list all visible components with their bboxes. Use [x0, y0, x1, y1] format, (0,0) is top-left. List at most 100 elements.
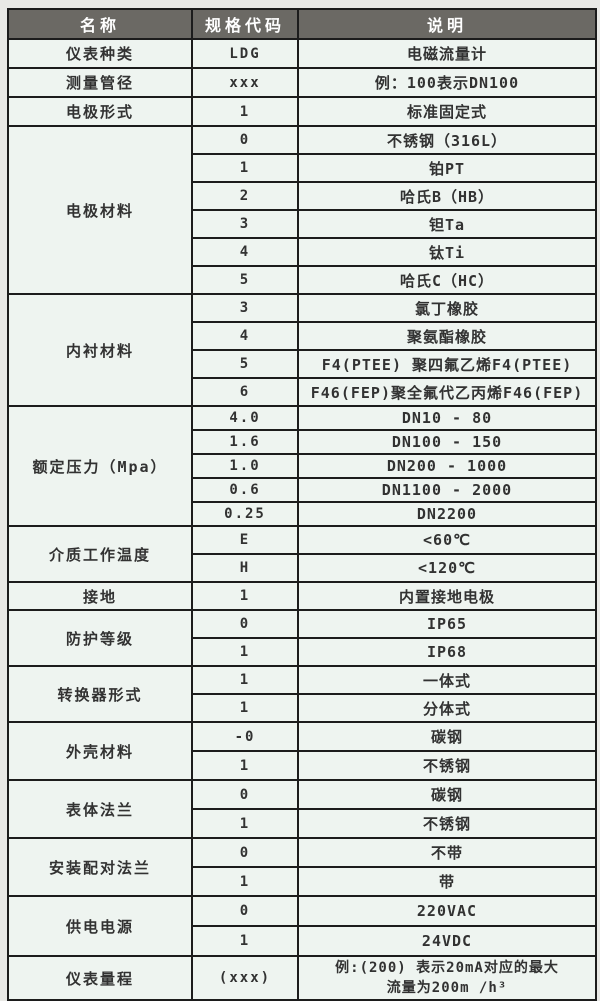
spec-code-cell: 3: [191, 209, 299, 239]
table-row: 测量管径 xxx 例：100表示DN100: [7, 67, 597, 98]
row-label-cell: 额定压力（Mpa）: [7, 405, 193, 527]
spec-code-cell: 4: [191, 321, 299, 351]
header-spec-code: 规格代码: [191, 8, 299, 40]
spec-code-cell: 1.6: [191, 429, 299, 455]
spec-code-cell: (xxx): [191, 955, 299, 1001]
table-row: 0.6 DN1100 - 2000: [8, 477, 597, 503]
header-name: 名称: [7, 8, 193, 40]
spec-code-cell: xxx: [191, 67, 299, 98]
spec-code-cell: 0: [191, 609, 299, 639]
description-cell: DN2200: [297, 501, 597, 527]
spec-code-cell: 0: [191, 895, 299, 927]
description-cell: F4(PTEE) 聚四氟乙烯F4(PTEE): [297, 349, 597, 379]
description-cell: DN100 - 150: [297, 429, 597, 455]
description-cell: DN10 - 80: [297, 405, 597, 431]
spec-code-cell: 0.6: [191, 477, 299, 503]
spec-code-cell: -0: [191, 721, 299, 752]
description-cell: 分体式: [297, 693, 597, 723]
table-row: 2 哈氏B（HB）: [8, 181, 597, 211]
description-cell: 氯丁橡胶: [297, 293, 597, 323]
spec-code-cell: 0: [191, 125, 299, 155]
table-row: 外壳材料 -0 碳钢: [7, 721, 597, 781]
table-row: 仪表种类 LDG 电磁流量计: [7, 38, 597, 69]
table-row: 1 带: [8, 866, 597, 897]
row-label-cell: 防护等级: [7, 609, 193, 667]
description-cell: DN200 - 1000: [297, 453, 597, 479]
description-cell: 不带: [297, 837, 597, 868]
table-row: 仪表量程 (xxx) 例:(200) 表示20mA对应的最大 流量为200m /…: [7, 955, 597, 1001]
spec-code-cell: 1: [191, 750, 299, 781]
description-cell: 标准固定式: [297, 96, 597, 127]
table-row: H <120℃: [8, 553, 597, 583]
table-row: 3 钽Ta: [8, 209, 597, 239]
spec-code-cell: 4: [191, 237, 299, 267]
spec-code-cell: 0: [191, 837, 299, 868]
table-row: 接地 1 内置接地电极: [7, 581, 597, 611]
table-row: 防护等级 0 IP65: [7, 609, 597, 667]
description-cell: 哈氏C（HC）: [297, 265, 597, 295]
table-row: 5 F4(PTEE) 聚四氟乙烯F4(PTEE): [8, 349, 597, 379]
description-cell: 钽Ta: [297, 209, 597, 239]
table-header-row: 名称 规格代码 说明: [7, 8, 597, 40]
spec-code-cell: 1: [191, 693, 299, 723]
row-label-cell: 表体法兰: [7, 779, 193, 839]
spec-code-cell: 1: [191, 153, 299, 183]
table-row: 0.25 DN2200: [8, 501, 597, 527]
description-cell: 例:(200) 表示20mA对应的最大 流量为200m /h³: [297, 955, 597, 1001]
description-cell: 碳钢: [297, 721, 597, 752]
description-cell: 不锈钢: [297, 808, 597, 839]
table-row: 6 F46(FEP)聚全氟代乙丙烯F46(FEP): [8, 377, 597, 407]
spec-code-cell: 1: [191, 925, 299, 957]
spec-code-cell: 4.0: [191, 405, 299, 431]
table-row: 电极形式 1 标准固定式: [7, 96, 597, 127]
description-cell: 220VAC: [297, 895, 597, 927]
spec-code-cell: 0: [191, 779, 299, 810]
description-cell: 不锈钢: [297, 750, 597, 781]
spec-code-cell: 1.0: [191, 453, 299, 479]
spec-code-cell: 1: [191, 808, 299, 839]
description-cell: <120℃: [297, 553, 597, 583]
description-cell: F46(FEP)聚全氟代乙丙烯F46(FEP): [297, 377, 597, 407]
table-row: 表体法兰 0 碳钢: [7, 779, 597, 839]
description-cell: 聚氨酯橡胶: [297, 321, 597, 351]
spec-code-cell: 1: [191, 866, 299, 897]
description-cell: IP68: [297, 637, 597, 667]
row-label-cell: 接地: [7, 581, 193, 611]
row-label-cell: 转换器形式: [7, 665, 193, 723]
table-row: 转换器形式 1 一体式: [7, 665, 597, 723]
description-cell: 一体式: [297, 665, 597, 695]
row-label-cell: 介质工作温度: [7, 525, 193, 583]
spec-code-cell: 1: [191, 637, 299, 667]
spec-code-cell: H: [191, 553, 299, 583]
table-row: 1 IP68: [8, 637, 597, 667]
table-row: 1 分体式: [8, 693, 597, 723]
description-cell: 铂PT: [297, 153, 597, 183]
description-cell: 24VDC: [297, 925, 597, 957]
description-cell: 碳钢: [297, 779, 597, 810]
table-row: 4 聚氨酯橡胶: [8, 321, 597, 351]
spec-code-cell: 5: [191, 265, 299, 295]
table-row: 安装配对法兰 0 不带: [7, 837, 597, 897]
table-row: 介质工作温度 E <60℃: [7, 525, 597, 583]
spec-code-cell: 0.25: [191, 501, 299, 527]
spec-code-cell: 6: [191, 377, 299, 407]
row-label-cell: 供电电源: [7, 895, 193, 957]
spec-code-cell: LDG: [191, 38, 299, 69]
spec-code-cell: 1: [191, 96, 299, 127]
row-label-cell: 外壳材料: [7, 721, 193, 781]
spec-code-cell: 1: [191, 665, 299, 695]
table-row: 供电电源 0 220VAC: [7, 895, 597, 957]
description-cell: 例：100表示DN100: [297, 67, 597, 98]
row-label-cell: 仪表量程: [7, 955, 193, 1001]
row-label-cell: 安装配对法兰: [7, 837, 193, 897]
description-cell: 带: [297, 866, 597, 897]
description-cell: 电磁流量计: [297, 38, 597, 69]
table-row: 1.0 DN200 - 1000: [8, 453, 597, 479]
header-description: 说明: [297, 8, 597, 40]
description-cell: 不锈钢（316L）: [297, 125, 597, 155]
table-row: 4 钛Ti: [8, 237, 597, 267]
description-cell: 哈氏B（HB）: [297, 181, 597, 211]
row-label-cell: 仪表种类: [7, 38, 193, 69]
row-label-cell: 测量管径: [7, 67, 193, 98]
